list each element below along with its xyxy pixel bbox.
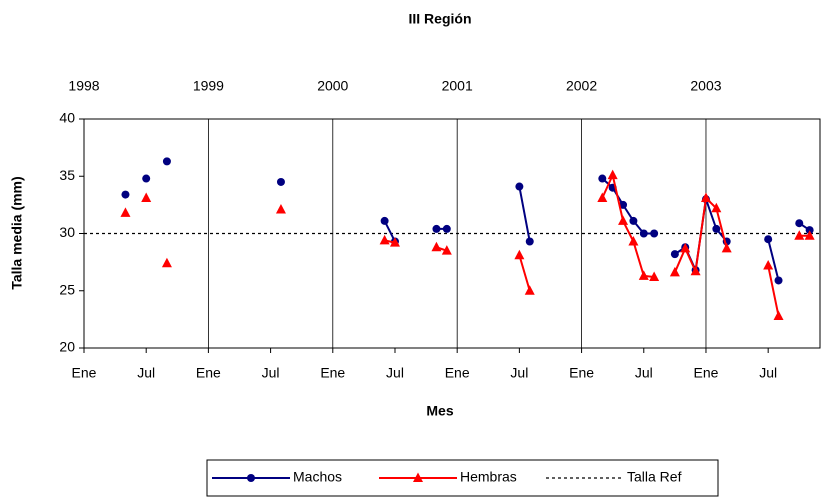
- x-tick-label: Ene: [72, 365, 97, 381]
- marker: [515, 182, 524, 191]
- marker: [441, 245, 452, 255]
- marker: [795, 219, 804, 228]
- marker: [597, 192, 608, 203]
- y-tick-label: 25: [59, 281, 75, 297]
- chart-title: III Región: [409, 11, 472, 27]
- x-tick-label: Jul: [386, 365, 404, 381]
- marker: [690, 265, 701, 276]
- marker: [618, 215, 629, 225]
- marker: [619, 200, 628, 209]
- y-tick-label: 20: [59, 339, 75, 355]
- marker: [442, 224, 451, 233]
- x-tick-label: Ene: [320, 365, 345, 381]
- marker: [669, 266, 680, 277]
- marker: [276, 177, 285, 186]
- marker: [804, 230, 815, 240]
- y-tick-label: 30: [59, 224, 75, 240]
- marker: [431, 241, 442, 252]
- series-line: [384, 171, 810, 317]
- marker: [607, 169, 618, 180]
- legend-label: Machos: [293, 469, 342, 485]
- marker: [121, 190, 130, 199]
- x2-tick-label: 2002: [566, 78, 597, 94]
- x-tick-label: Jul: [635, 365, 653, 381]
- marker: [639, 229, 648, 238]
- legend-box: [206, 459, 719, 497]
- x-tick-label: Jul: [137, 365, 155, 381]
- legend-marker: [247, 474, 255, 482]
- x-tick-label: Jul: [262, 365, 280, 381]
- marker: [379, 234, 390, 245]
- marker: [524, 285, 535, 295]
- y-axis-label: Talla media (mm): [9, 176, 25, 289]
- legend-label: Hembras: [460, 469, 517, 485]
- x-tick-label: Ene: [694, 365, 719, 381]
- marker: [650, 229, 659, 238]
- legend-marker: [413, 472, 423, 482]
- marker: [638, 270, 649, 280]
- x2-tick-label: 1998: [68, 78, 99, 94]
- marker: [805, 226, 814, 235]
- x2-tick-label: 2001: [442, 78, 473, 94]
- marker: [773, 310, 784, 320]
- marker: [649, 271, 660, 282]
- marker: [162, 157, 171, 166]
- x-tick-label: Jul: [759, 365, 777, 381]
- marker: [141, 192, 152, 203]
- x2-tick-label: 2003: [690, 78, 721, 94]
- marker: [700, 192, 711, 203]
- marker: [680, 242, 691, 253]
- marker: [711, 202, 722, 213]
- marker: [764, 235, 773, 244]
- marker: [774, 276, 783, 285]
- y-tick-label: 40: [59, 110, 75, 126]
- marker: [161, 257, 172, 268]
- marker: [598, 174, 607, 183]
- marker: [514, 249, 525, 260]
- marker: [628, 236, 639, 246]
- marker: [763, 260, 774, 270]
- marker: [525, 237, 534, 246]
- marker: [275, 203, 286, 214]
- x2-tick-label: 1999: [193, 78, 224, 94]
- marker: [712, 224, 721, 233]
- marker: [432, 224, 441, 233]
- x-tick-label: Ene: [445, 365, 470, 381]
- x-tick-label: Jul: [510, 365, 528, 381]
- marker: [380, 216, 389, 225]
- marker: [794, 230, 805, 240]
- x-tick-label: Ene: [196, 365, 221, 381]
- marker: [629, 216, 638, 225]
- marker: [120, 207, 131, 217]
- x2-tick-label: 2000: [317, 78, 348, 94]
- marker: [670, 250, 679, 259]
- marker: [721, 242, 732, 253]
- marker: [389, 237, 400, 247]
- legend-label: Talla Ref: [627, 469, 682, 485]
- x-axis-label: Mes: [426, 403, 453, 419]
- marker: [142, 174, 151, 183]
- x-tick-label: Ene: [569, 365, 594, 381]
- y-tick-label: 35: [59, 167, 75, 183]
